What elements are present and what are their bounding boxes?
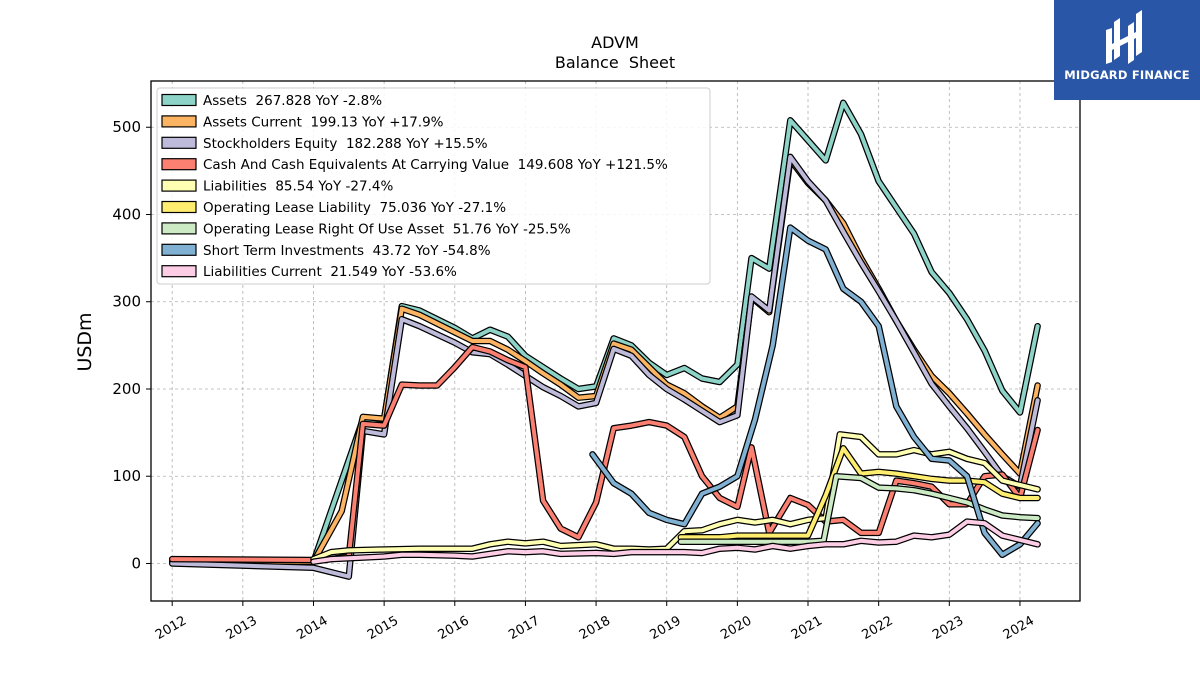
y-tick-label: 200 (112, 380, 141, 398)
series-line (170, 345, 1040, 562)
series-line (311, 519, 1040, 564)
legend-item: Operating Lease Liability 75.036 YoY -27… (161, 200, 506, 216)
series-line (170, 154, 1040, 579)
legend-swatch (161, 265, 197, 278)
legend-label: Assets Current 199.13 YoY +17.9% (203, 114, 444, 130)
y-axis-label: USDm (74, 312, 96, 371)
legend-label: Liabilities Current 21.549 YoY -53.6% (203, 264, 457, 280)
legend-label: Operating Lease Right Of Use Asset 51.76… (203, 221, 571, 237)
series-cash-and-cash-equivalents-at-carrying-value (168, 343, 1041, 564)
plot-area-frame (150, 80, 1081, 602)
y-tick-label: 0 (131, 554, 141, 572)
legend-item: Assets 267.828 YoY -2.8% (161, 93, 382, 109)
legend-swatch (161, 243, 197, 256)
legend-swatch (161, 222, 197, 235)
series-liabilities-current (310, 518, 1041, 565)
legend-label: Stockholders Equity 182.288 YoY +15.5% (203, 136, 488, 152)
series-line (678, 446, 1040, 540)
legend-swatch (161, 93, 197, 107)
brand-mark-icon (1106, 10, 1142, 64)
legend-item: Liabilities Current 21.549 YoY -53.6% (161, 264, 457, 280)
legend-label: Assets 267.828 YoY -2.8% (203, 93, 382, 109)
legend-swatch (161, 179, 197, 192)
y-tick-label: 300 (112, 293, 141, 311)
legend-item: Assets Current 199.13 YoY +17.9% (161, 114, 444, 130)
legend-swatch (161, 200, 197, 214)
legend-label: Short Term Investments 43.72 YoY -54.8% (203, 243, 491, 259)
series-operating-lease-liability (677, 445, 1041, 541)
series-lines (168, 99, 1041, 580)
y-tick-label: 400 (112, 205, 141, 223)
series-short-term-investments (589, 224, 1041, 559)
legend-swatch (161, 115, 197, 128)
chart-title: ADVM (591, 33, 639, 52)
series-line (590, 225, 1040, 557)
legend-swatch (161, 136, 197, 149)
legend-swatch (161, 158, 197, 171)
chart-subtitle: Balance Sheet (555, 53, 675, 72)
legend-label: Liabilities 85.54 YoY -27.4% (203, 179, 393, 195)
legend-label: Cash And Cash Equivalents At Carrying Va… (203, 157, 668, 173)
legend-item: Cash And Cash Equivalents At Carrying Va… (161, 157, 668, 173)
legend-item: Liabilities 85.54 YoY -27.4% (161, 179, 393, 195)
y-tick-label: 500 (112, 118, 141, 136)
legend-box (156, 87, 711, 285)
legend-item: Stockholders Equity 182.288 YoY +15.5% (161, 136, 488, 152)
legend-item: Operating Lease Right Of Use Asset 51.76… (161, 221, 571, 237)
y-tick-label: 100 (112, 467, 141, 485)
series-stockholders-equity (168, 153, 1041, 580)
legend-item: Short Term Investments 43.72 YoY -54.8% (161, 243, 491, 259)
brand-name: MIDGARD FINANCE (1064, 68, 1190, 82)
legend-label: Operating Lease Liability 75.036 YoY -27… (203, 200, 506, 216)
legend: Assets 267.828 YoY -2.8% Assets Current 1… (156, 87, 711, 285)
brand-logo: MIDGARD FINANCE (1054, 0, 1200, 100)
